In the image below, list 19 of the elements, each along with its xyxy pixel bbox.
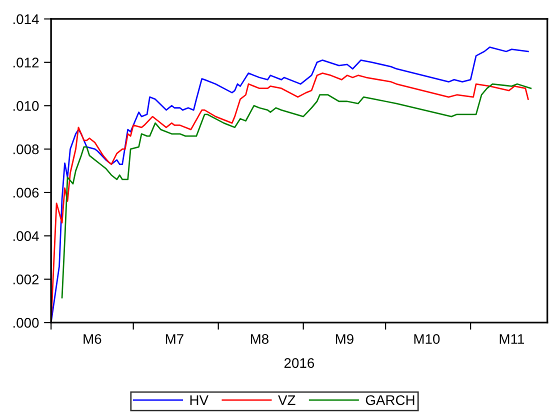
- x-tick-label: M6: [84, 334, 102, 344]
- y-tick-label: .008: [13, 144, 39, 154]
- legend-label: VZ: [278, 395, 296, 405]
- x-axis-title: 2016: [284, 358, 314, 368]
- y-tick-label: .002: [13, 274, 39, 284]
- y-tick-label: .012: [13, 58, 39, 68]
- y-tick-label: .004: [13, 231, 39, 242]
- x-tick-label: M10: [414, 334, 440, 344]
- legend-label: GARCH: [366, 395, 414, 406]
- y-tick-label: .000: [13, 318, 39, 328]
- line-series: [61, 83, 532, 298]
- x-tick-label: M7: [166, 334, 184, 344]
- y-tick-label: .014: [13, 14, 39, 24]
- y-tick-label: .006: [13, 188, 39, 198]
- x-tick-label: M9: [336, 334, 354, 344]
- x-tick-label: M8: [250, 334, 268, 344]
- x-tick-label: M11: [500, 334, 524, 344]
- y-tick-label: .010: [13, 101, 39, 111]
- legend-label: HV: [190, 395, 208, 405]
